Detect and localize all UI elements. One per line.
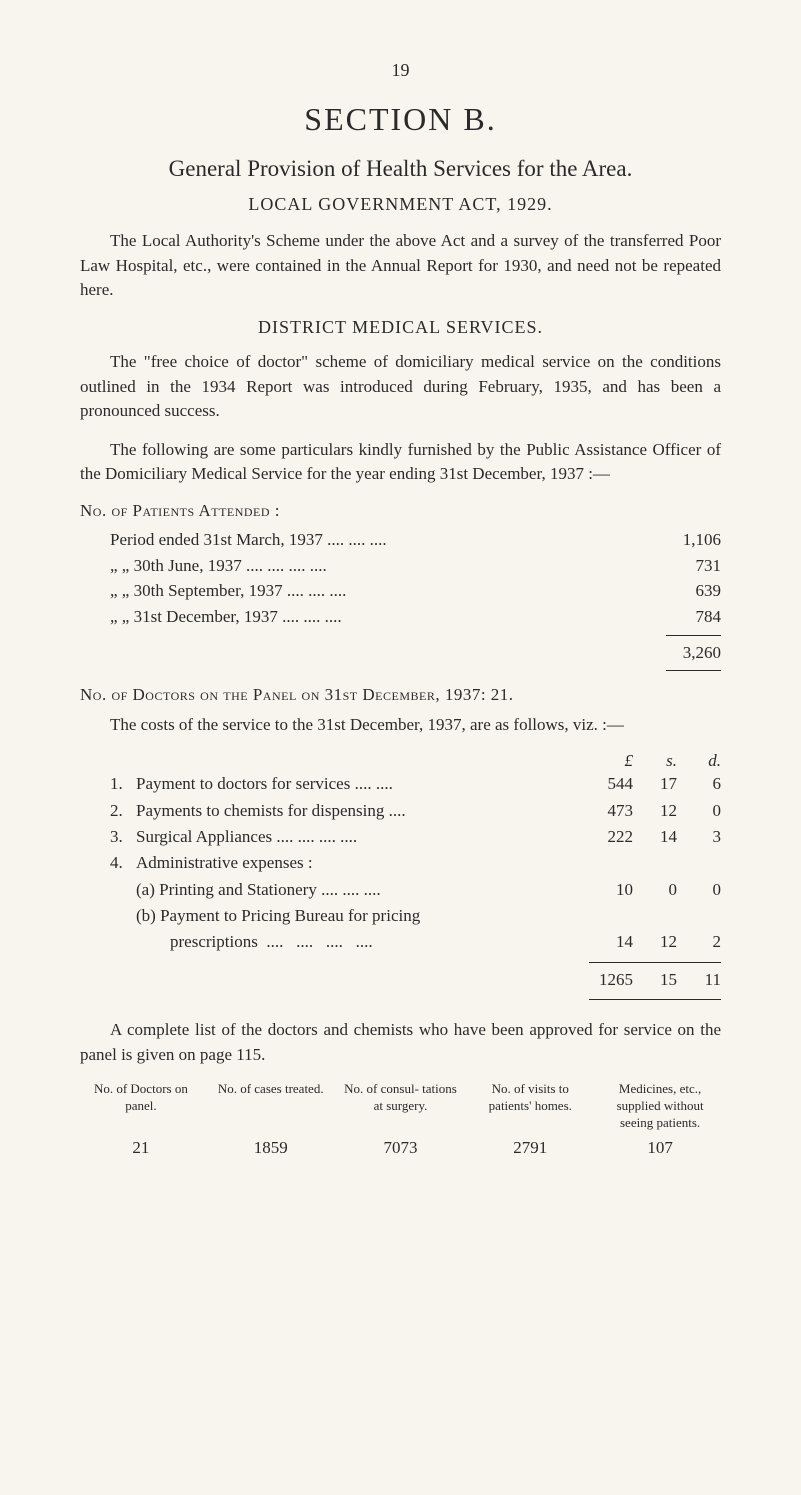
period-total-value: 3,260 [651, 640, 721, 666]
cost-d: 3 [677, 824, 721, 850]
cost-num: 4. [110, 850, 136, 876]
cost-row: 2. Payments to chemists for dispensing .… [80, 798, 721, 824]
cost-sublabel: (b) Payment to Pricing Bureau for pricin… [136, 903, 589, 929]
btv-col: 7073 [340, 1138, 462, 1158]
period-row: Period ended 31st March, 1937 .... .... … [80, 527, 721, 553]
costs-list: 1. Payment to doctors for services .... … [80, 771, 721, 1000]
btv-col: 2791 [469, 1138, 591, 1158]
periods-list: Period ended 31st March, 1937 .... .... … [80, 527, 721, 671]
cost-sublabel: (a) Printing and Stationery .... .... ..… [136, 877, 589, 903]
cost-total-row: 1265 15 11 [80, 967, 721, 993]
period-label: „ „ 30th September, 1937 .... .... .... [110, 578, 651, 604]
total-s: 15 [633, 967, 677, 993]
btv-col: 21 [80, 1138, 202, 1158]
rule [589, 999, 721, 1000]
cost-row: 4. Administrative expenses : [80, 850, 721, 876]
bth-col: No. of cases treated. [210, 1081, 332, 1132]
page: 19 SECTION B. General Provision of Healt… [0, 0, 801, 1238]
cost-s: 12 [633, 929, 677, 955]
cost-header: £ s. d. [80, 751, 721, 771]
bth-col: Medicines, etc., supplied without seeing… [599, 1081, 721, 1132]
bth-col: No. of consul- tations at surgery. [340, 1081, 462, 1132]
cost-s: 0 [633, 877, 677, 903]
paragraph-5: A complete list of the doctors and chemi… [80, 1018, 721, 1067]
cost-s: 17 [633, 771, 677, 797]
cost-d: 0 [677, 877, 721, 903]
main-heading: General Provision of Health Services for… [80, 156, 721, 182]
period-value: 731 [651, 553, 721, 579]
period-value: 1,106 [651, 527, 721, 553]
bth-col: No. of Doctors on panel. [80, 1081, 202, 1132]
total-l: 1265 [589, 967, 633, 993]
btv-col: 1859 [210, 1138, 332, 1158]
rule [666, 635, 721, 636]
bottom-table-headers: No. of Doctors on panel. No. of cases tr… [80, 1081, 721, 1132]
cost-l: 14 [589, 929, 633, 955]
bth-col: No. of visits to patients' homes. [469, 1081, 591, 1132]
cost-row: 3. Surgical Appliances .... .... .... ..… [80, 824, 721, 850]
patients-attended-heading: No. of Patients Attended : [80, 501, 721, 521]
sub-heading: LOCAL GOVERNMENT ACT, 1929. [80, 194, 721, 215]
period-value: 784 [651, 604, 721, 630]
section-title: SECTION B. [80, 101, 721, 138]
page-number: 19 [80, 60, 721, 81]
cost-label: Surgical Appliances .... .... .... .... [136, 824, 589, 850]
period-total-row: 3,260 [80, 640, 721, 666]
cost-num: 1. [110, 771, 136, 797]
col-pence: d. [677, 751, 721, 771]
bottom-table-values: 21 1859 7073 2791 107 [80, 1138, 721, 1158]
paragraph-2: The "free choice of doctor" scheme of do… [80, 350, 721, 424]
col-shillings: s. [633, 751, 677, 771]
district-heading: DISTRICT MEDICAL SERVICES. [80, 317, 721, 338]
cost-subrow: (b) Payment to Pricing Bureau for pricin… [80, 903, 721, 929]
cost-subrow: prescriptions .... .... .... .... 14 12 … [80, 929, 721, 955]
period-row: „ „ 30th June, 1937 .... .... .... .... … [80, 553, 721, 579]
cost-label: Payments to chemists for dispensing .... [136, 798, 589, 824]
period-label: Period ended 31st March, 1937 .... .... … [110, 527, 651, 553]
period-label: „ „ 30th June, 1937 .... .... .... .... [110, 553, 651, 579]
rule [589, 962, 721, 963]
period-row: „ „ 31st December, 1937 .... .... .... 7… [80, 604, 721, 630]
cost-l: 10 [589, 877, 633, 903]
cost-s: 14 [633, 824, 677, 850]
cost-d: 2 [677, 929, 721, 955]
period-total-label [110, 640, 651, 666]
cost-s: 12 [633, 798, 677, 824]
cost-d: 6 [677, 771, 721, 797]
paragraph-3: The following are some particulars kindl… [80, 438, 721, 487]
cost-label: Payment to doctors for services .... ...… [136, 771, 589, 797]
col-pounds: £ [589, 751, 633, 771]
btv-col: 107 [599, 1138, 721, 1158]
paragraph-1: The Local Authority's Scheme under the a… [80, 229, 721, 303]
cost-label: Administrative expenses : [136, 850, 589, 876]
total-d: 11 [677, 967, 721, 993]
cost-sublabel: prescriptions .... .... .... .... [136, 929, 589, 955]
cost-row: 1. Payment to doctors for services .... … [80, 771, 721, 797]
paragraph-4: The costs of the service to the 31st Dec… [80, 713, 721, 738]
cost-subrow: (a) Printing and Stationery .... .... ..… [80, 877, 721, 903]
cost-num: 3. [110, 824, 136, 850]
period-label: „ „ 31st December, 1937 .... .... .... [110, 604, 651, 630]
cost-d: 0 [677, 798, 721, 824]
cost-num: 2. [110, 798, 136, 824]
period-value: 639 [651, 578, 721, 604]
cost-l: 473 [589, 798, 633, 824]
period-row: „ „ 30th September, 1937 .... .... .... … [80, 578, 721, 604]
cost-l: 222 [589, 824, 633, 850]
cost-l: 544 [589, 771, 633, 797]
panel-line: No. of Doctors on the Panel on 31st Dece… [80, 685, 721, 705]
